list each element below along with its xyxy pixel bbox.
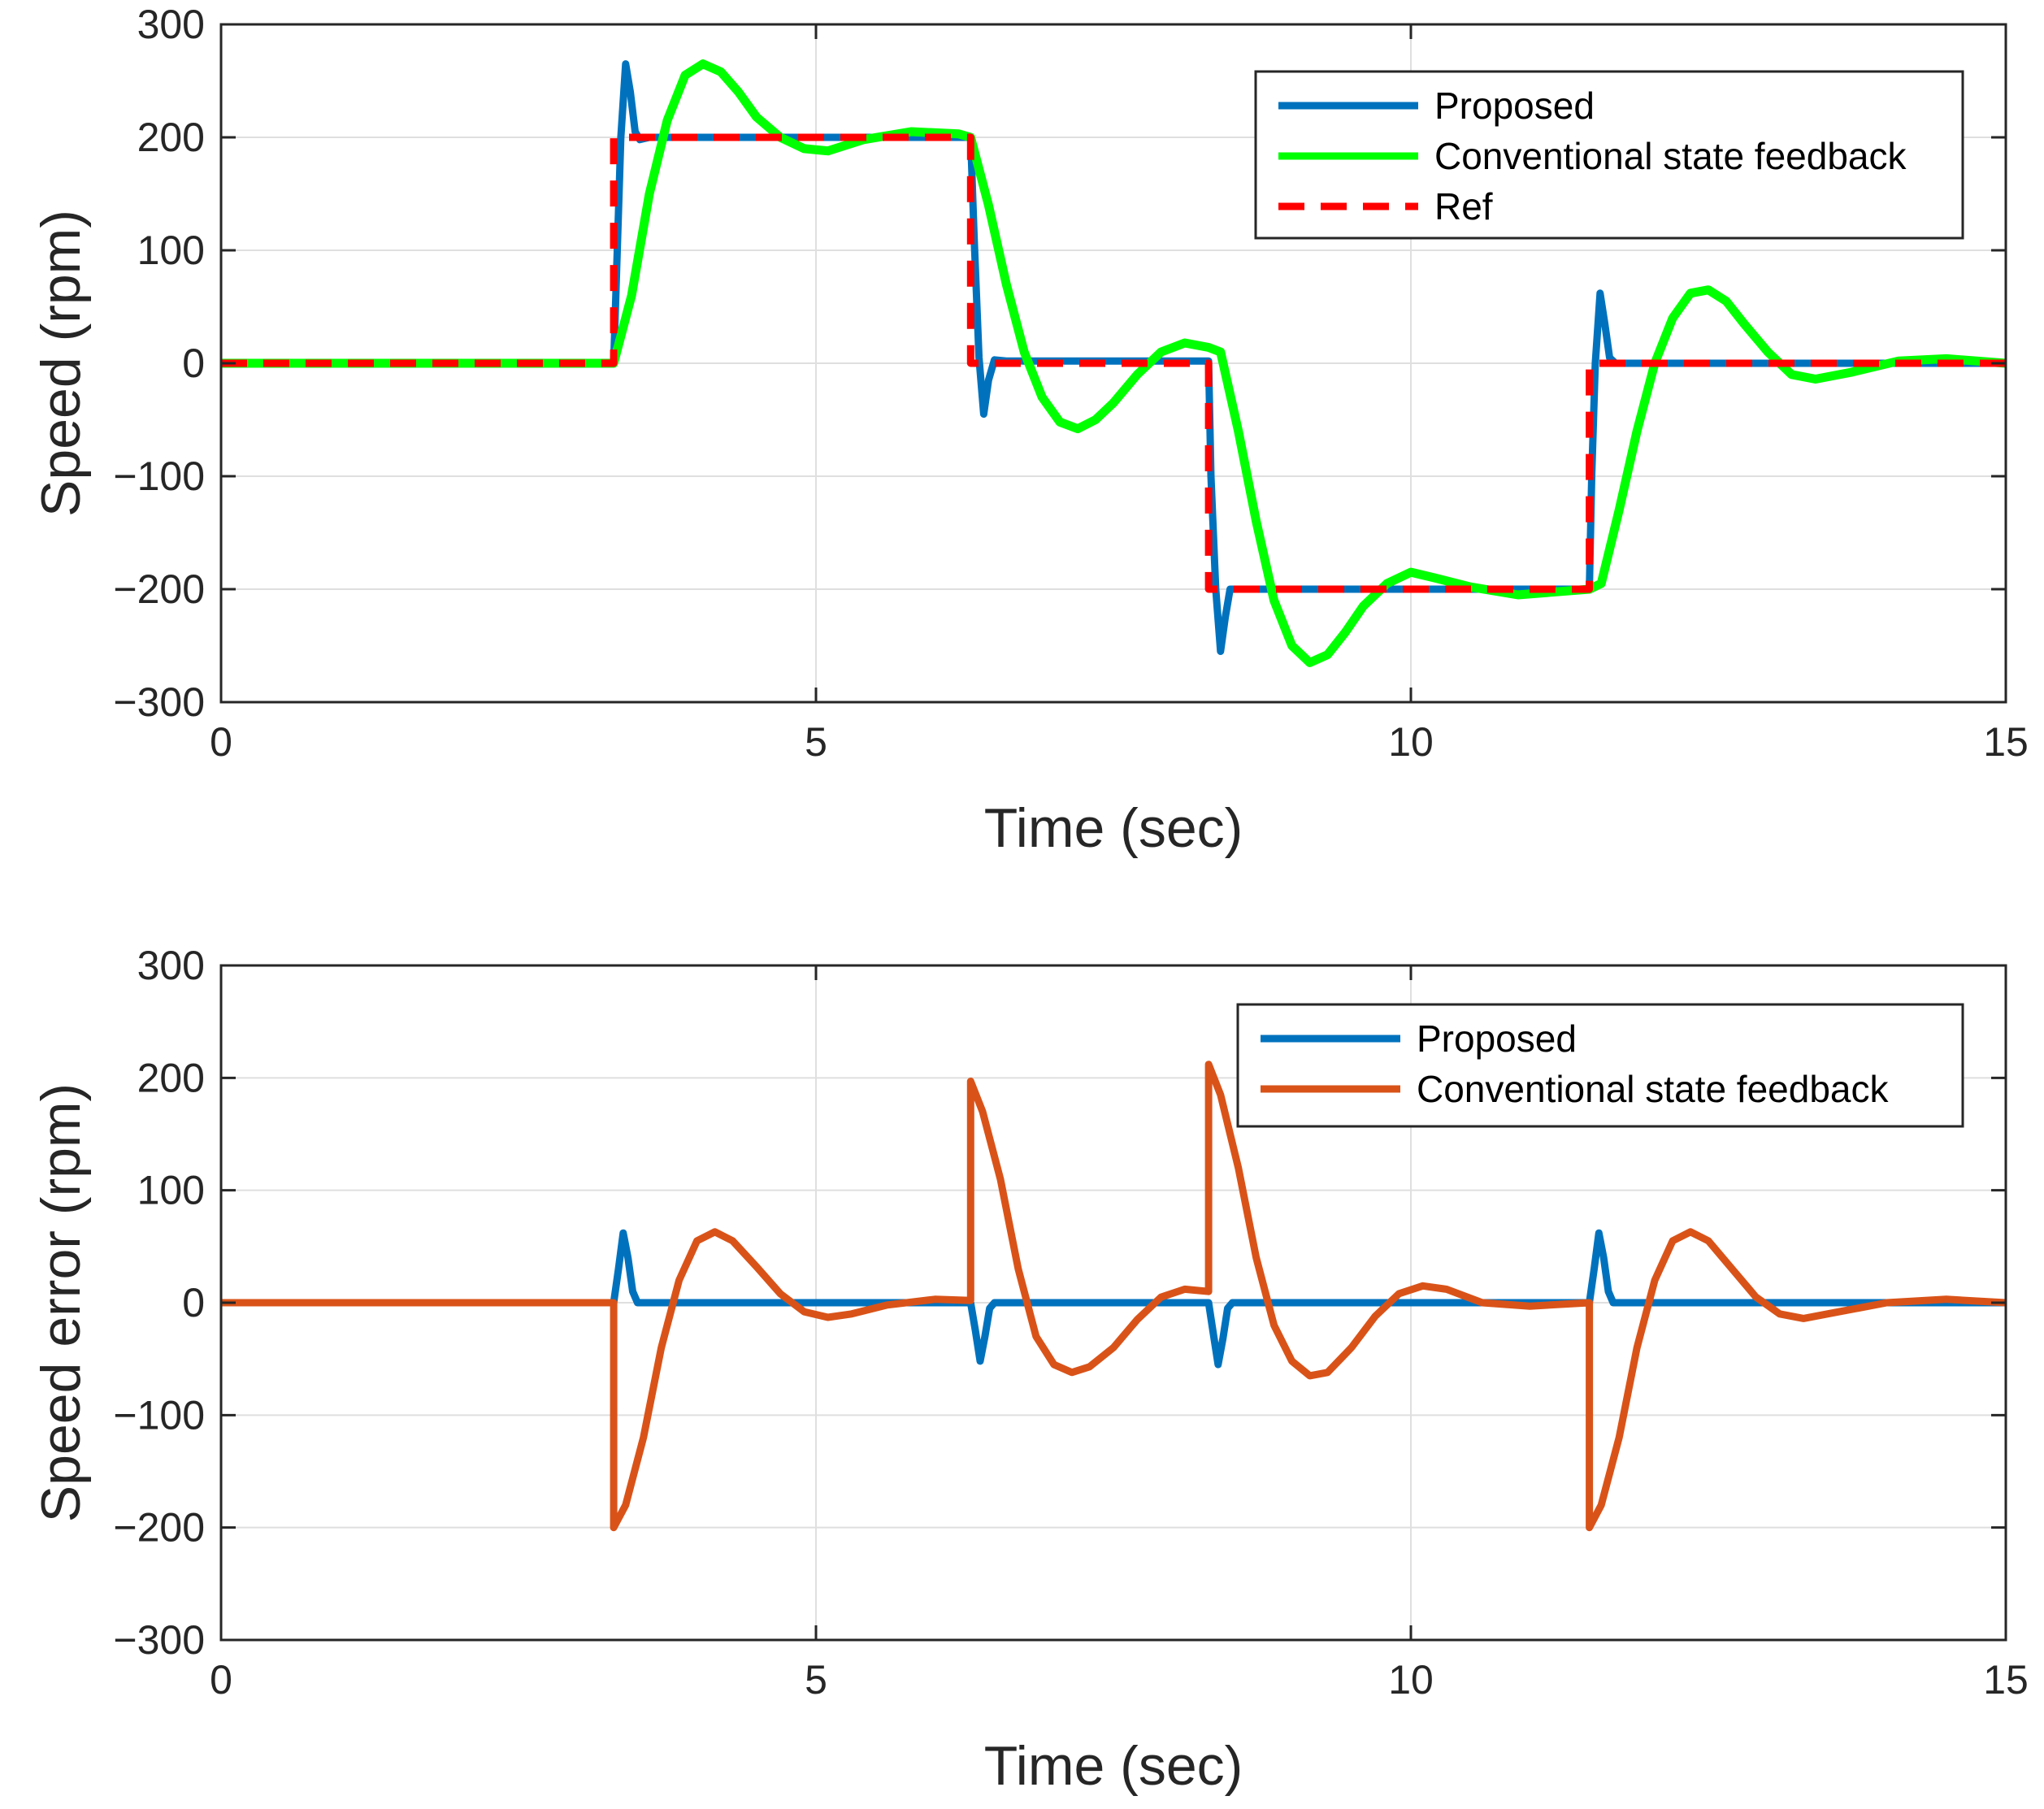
speed-error-chart-y-tick-label: 100	[137, 1168, 205, 1213]
speed-error-chart-legend-box	[1236, 1003, 1964, 1128]
speed-error-chart-y-tick-label: −300	[113, 1617, 205, 1663]
speed-chart-x-tick-label: 0	[210, 719, 232, 765]
speed-error-chart-x-tick-label: 0	[210, 1657, 232, 1703]
speed-error-chart-ticks: 0 5 10 15 300 200 100 0 −100 −200 −300	[113, 943, 2028, 1703]
speed-error-chart-y-tick-label: −100	[113, 1392, 205, 1438]
speed-chart-y-tick-label: −300	[113, 679, 205, 725]
speed-error-chart-legend-label: Proposed	[1417, 1017, 1577, 1060]
speed-chart-legend-label: Ref	[1434, 185, 1493, 228]
speed-chart-x-axis-label: Time (sec)	[984, 797, 1243, 859]
speed-error-chart-x-tick-label: 15	[1983, 1657, 2029, 1703]
speed-chart-series-ref	[221, 133, 2006, 593]
speed-error-chart-y-tick-label: 200	[137, 1055, 205, 1100]
speed-error-chart-x-axis-label: Time (sec)	[984, 1735, 1243, 1797]
speed-chart-ticks: 0 5 10 15 300 200 100 0 −100 −200 −300	[113, 2, 2028, 765]
speed-error-chart-series-conventional-state-feedback	[221, 1061, 2007, 1532]
speed-chart-y-tick-label: 200	[137, 115, 205, 160]
speed-chart-x-tick-label: 10	[1388, 719, 1434, 765]
speed-error-chart-series-proposed	[221, 1229, 2006, 1369]
speed-error-chart-y-tick-label: −200	[113, 1505, 205, 1551]
speed-chart-legend-label: Conventional state feedback	[1434, 135, 1907, 177]
speed-chart-y-tick-label: 100	[137, 228, 205, 273]
speed-chart-legend: Proposed Conventional state feedback Ref	[1254, 70, 1964, 240]
speed-chart-legend-label: Proposed	[1434, 85, 1595, 127]
speed-error-chart-series	[221, 1061, 2007, 1532]
speed-chart-x-tick-label: 15	[1983, 719, 2029, 765]
speed-chart-x-tick-label: 5	[805, 719, 827, 765]
speed-chart-y-tick-label: −200	[113, 566, 205, 612]
speed-chart-y-axis-label: Speed (rpm)	[30, 210, 92, 517]
speed-error-chart-x-tick-label: 5	[805, 1657, 827, 1703]
speed-error-chart-y-tick-label: 300	[137, 943, 205, 988]
speed-error-chart-x-tick-label: 10	[1388, 1657, 1434, 1703]
speed-error-chart-y-axis-label: Speed error (rpm)	[30, 1083, 92, 1522]
speed-chart-series	[221, 59, 2007, 667]
speed-error-chart-legend: Proposed Conventional state feedback	[1236, 1003, 1964, 1128]
speed-chart-y-tick-label: 0	[182, 341, 205, 386]
speed-chart-series-proposed	[221, 60, 2006, 655]
speed-error-chart-y-tick-label: 0	[182, 1280, 205, 1325]
speed-chart-y-tick-label: −100	[113, 453, 205, 499]
speed-chart-y-tick-label: 300	[137, 2, 205, 47]
speed-error-chart-legend-label: Conventional state feedback	[1417, 1068, 1890, 1110]
